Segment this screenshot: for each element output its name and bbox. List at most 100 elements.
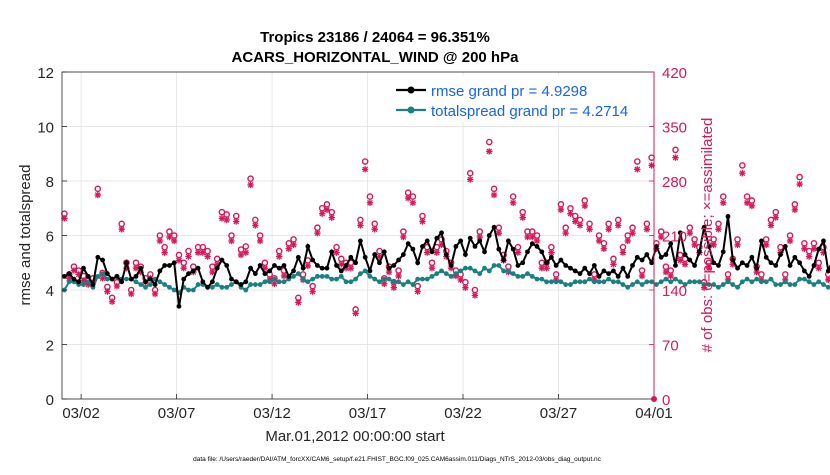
totalspread-point (439, 269, 444, 274)
rmse-point (654, 244, 659, 249)
obs-assimilated-marker (620, 249, 626, 255)
obs-assimilated-marker (520, 214, 526, 220)
x-tick-label: 03/07 (158, 405, 196, 422)
obs-assimilated-marker (372, 226, 378, 232)
rmse-point (110, 277, 115, 282)
rmse-point (196, 266, 201, 271)
obs-assimilated-marker (295, 299, 301, 305)
rmse-point (807, 274, 812, 279)
rmse-point (315, 263, 320, 268)
rmse-point (105, 271, 110, 276)
totalspread-point (759, 279, 764, 284)
y-tick-label-left: 8 (46, 174, 54, 191)
rmse-point (72, 277, 77, 282)
obs-assimilated-marker (381, 281, 387, 287)
obs-possible-marker (721, 194, 726, 199)
rmse-point (453, 244, 458, 249)
totalspread-point (272, 277, 277, 282)
totalspread-point (788, 282, 793, 287)
rmse-point (535, 244, 540, 249)
obs-assimilated-marker (806, 253, 812, 259)
rmse-point (673, 263, 678, 268)
totalspread-point (320, 274, 325, 279)
rmse-point (582, 266, 587, 271)
totalspread-point (792, 282, 797, 287)
obs-assimilated-marker (639, 273, 645, 279)
totalspread-point (138, 282, 143, 287)
rmse-point (759, 239, 764, 244)
obs-assimilated-marker (768, 222, 774, 228)
obs-assimilated-marker (567, 211, 573, 217)
x-tick-label: 03/22 (444, 405, 482, 422)
obs-assimilated-marker (668, 273, 674, 279)
totalspread-point (301, 277, 306, 282)
rmse-point (449, 263, 454, 268)
totalspread-point (406, 279, 411, 284)
obs-assimilated-marker (715, 226, 721, 232)
obs-assimilated-marker (185, 253, 191, 259)
obs-assimilated-marker (472, 292, 478, 298)
rmse-point (783, 244, 788, 249)
totalspread-point (434, 271, 439, 276)
chart-title-line1: Tropics 23186 / 24064 = 96.351% (260, 29, 490, 46)
rmse-point (134, 274, 139, 279)
totalspread-point (348, 279, 353, 284)
rmse-point (812, 263, 817, 268)
obs-assimilated-marker (687, 230, 693, 236)
obs-assimilated-marker (644, 226, 650, 232)
rmse-point (181, 277, 186, 282)
totalspread-point (191, 288, 196, 293)
totalspread-point (344, 279, 349, 284)
totalspread-point (253, 282, 258, 287)
totalspread-point (229, 282, 234, 287)
obs-assimilated-marker (367, 200, 373, 206)
obs-assimilated-marker (486, 148, 492, 154)
totalspread-point (606, 277, 611, 282)
totalspread-point (635, 279, 640, 284)
totalspread-point (473, 269, 478, 274)
totalspread-point (730, 282, 735, 287)
rmse-point (601, 269, 606, 274)
totalspread-point (573, 279, 578, 284)
totalspread-point (559, 279, 564, 284)
rmse-point (764, 255, 769, 260)
rmse-point (138, 266, 143, 271)
totalspread-point (654, 282, 659, 287)
rmse-point (644, 252, 649, 257)
rmse-point (86, 274, 91, 279)
rmse-point (382, 249, 387, 254)
rmse-point (272, 263, 277, 268)
obs-assimilated-marker (357, 222, 363, 228)
obs-possible-marker (778, 245, 783, 250)
rmse-point (277, 266, 282, 271)
rmse-point (773, 263, 778, 268)
rmse-point (286, 274, 291, 279)
totalspread-point (721, 282, 726, 287)
rmse-point (220, 258, 225, 263)
totalspread-point (263, 279, 268, 284)
rmse-point (353, 260, 358, 265)
obs-assimilated-marker (634, 166, 640, 172)
totalspread-point (468, 266, 473, 271)
rmse-point (143, 279, 148, 284)
totalspread-point (807, 279, 812, 284)
obs-assimilated-marker (233, 218, 239, 224)
legend-spread-label: totalspread grand pr = 4.2714 (431, 103, 628, 120)
obs-assimilated-marker (348, 265, 354, 271)
obs-assimilated-marker (128, 291, 134, 297)
totalspread-point (277, 279, 282, 284)
rmse-point (520, 260, 525, 265)
rmse-point (778, 252, 783, 257)
obs-assimilated-marker (429, 265, 435, 271)
rmse-point (730, 258, 735, 263)
totalspread-point (673, 277, 678, 282)
totalspread-point (248, 282, 253, 287)
rmse-point (406, 241, 411, 246)
x-tick-label: 03/27 (540, 405, 578, 422)
rmse-point (769, 260, 774, 265)
totalspread-point (496, 263, 501, 268)
totalspread-point (802, 277, 807, 282)
obs-assimilated-marker (219, 215, 225, 221)
totalspread-point (535, 277, 540, 282)
y-tick-label-right: 280 (662, 174, 687, 191)
